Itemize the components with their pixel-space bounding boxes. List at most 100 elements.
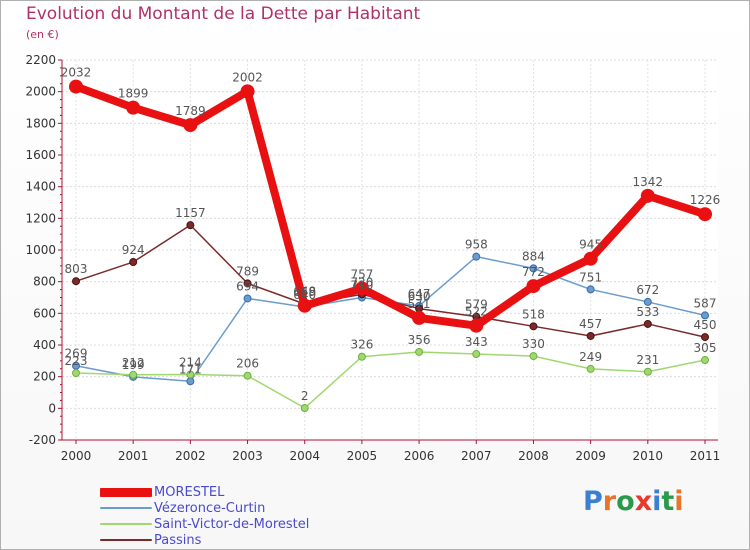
data-point [129,370,138,379]
y-tick-label: 2200 [25,53,56,67]
y-tick-label: 800 [33,275,56,289]
data-label: 343 [465,335,488,349]
logo-letter: i [674,486,684,517]
data-label: 571 [408,297,431,311]
data-point [698,207,712,222]
chart-title: Evolution du Montant de la Dette par Hab… [26,4,421,24]
data-point [469,318,484,333]
legend-item-saint-victor: Saint-Victor-de-Morestel [100,516,309,532]
data-point [183,118,198,133]
legend-label-saint-victor: Saint-Victor-de-Morestel [154,516,310,532]
data-label: 884 [522,249,545,263]
data-point [243,279,252,288]
data-point [701,356,709,365]
data-point [126,100,141,115]
data-label: 789 [236,264,259,278]
data-point [415,347,424,356]
data-label: 457 [579,317,602,331]
y-tick-label: 1600 [25,148,56,162]
x-tick-label: 2008 [518,449,549,463]
data-label: 1226 [690,193,721,207]
data-label: 924 [122,243,145,257]
data-label: 803 [65,262,88,276]
data-label: 1342 [633,175,664,189]
data-point [640,188,655,203]
data-label: 694 [236,279,259,293]
data-label: 1789 [175,104,206,118]
chart-subtitle: (en €) [26,28,59,41]
data-point [583,251,598,266]
data-point [586,285,595,294]
y-tick-label: -200 [29,433,56,447]
data-label: 212 [122,356,145,370]
logo-letter: t [661,486,675,517]
data-label: 1157 [175,206,206,220]
logo-letter: o [616,486,635,517]
data-label: 2002 [232,70,263,84]
y-tick-label: 1200 [25,211,56,225]
data-point [701,311,709,320]
data-label: 223 [65,354,88,368]
proxiti-logo: Proxiti [583,486,684,517]
data-point [412,310,427,325]
data-point [243,294,252,303]
data-point [529,322,538,331]
data-point [186,370,195,379]
data-point [129,258,138,267]
data-point [357,352,366,361]
data-label: 533 [636,305,659,319]
data-label: 231 [636,353,659,367]
y-tick-label: 0 [48,401,56,415]
data-label: 2 [301,389,309,403]
y-tick-label: 1000 [25,243,56,257]
data-point [529,264,538,273]
x-tick-label: 2002 [175,449,206,463]
data-point [297,298,312,313]
data-label: 945 [579,238,602,252]
data-label: 630 [408,290,431,304]
data-point [526,279,541,294]
data-label: 587 [694,296,717,310]
data-label: 579 [465,298,488,312]
data-point [701,333,709,342]
x-tick-label: 2004 [289,449,320,463]
data-label: 450 [694,318,717,332]
data-label: 757 [350,267,373,281]
series-line-0 [72,82,709,330]
legend-swatch-saint-victor [100,523,152,525]
legend-item-morestel: MORESTEL [100,484,309,500]
data-label: 710 [350,279,373,293]
x-tick-label: 2000 [61,449,92,463]
data-point [243,371,252,380]
line-chart: -200 0 200 400 600 800 1000 1200 1400 1600 1800 200… [25,53,721,463]
x-tick-label: 2007 [461,449,492,463]
y-tick-label: 200 [33,370,56,384]
x-tick-label: 2006 [404,449,435,463]
logo-letter: P [583,486,603,517]
data-label: 522 [465,305,488,319]
legend-swatch-passins [100,539,152,541]
x-tick-label: 2009 [575,449,606,463]
data-point [300,404,309,413]
data-point [643,319,652,328]
x-tick-label: 2003 [232,449,263,463]
data-label: 720 [350,275,373,289]
y-tick-label: 400 [33,338,56,352]
data-label: 672 [636,283,659,297]
data-label: 2032 [61,66,92,80]
data-label: 214 [179,355,202,369]
data-label: 518 [522,307,545,321]
data-point [69,79,83,94]
data-label: 772 [522,265,545,279]
legend-label-passins: Passins [154,532,202,548]
data-label: 269 [65,347,88,361]
legend-label-vezeronce-curtin: Vézeronce-Curtin [154,500,266,516]
data-point [472,252,481,261]
y-tick-label: 2000 [25,85,56,99]
logo-letter: i [652,486,662,517]
data-point [240,84,255,99]
legend-item-vezeronce-curtin: Vézeronce-Curtin [100,500,309,516]
logo-letter: x [634,486,653,517]
y-tick-label: 1400 [25,180,56,194]
data-label: 659 [293,285,316,299]
